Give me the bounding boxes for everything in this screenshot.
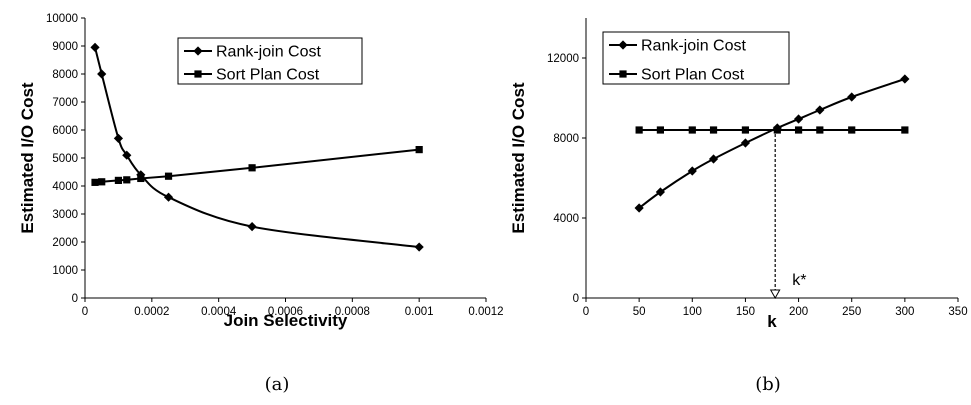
sort-plan-point: [741, 126, 750, 134]
x-tick-label: 350: [948, 306, 967, 318]
y-tick-label: 1000: [52, 265, 78, 277]
sort-plan-point: [901, 126, 909, 134]
x-tick-label: 0.0004: [201, 306, 237, 318]
legend-sort-plan-label: Sort Plan Cost: [216, 67, 320, 84]
rank-join-point: [900, 74, 910, 84]
rank-join-point: [247, 222, 257, 232]
legend-rank-join-label: Rank-join Cost: [641, 38, 746, 55]
x-tick-label: 200: [789, 306, 808, 318]
legend-sort-plan-label: Sort Plan Cost: [641, 67, 745, 84]
figure-caption: (b): [755, 374, 781, 395]
y-tick-label: 8000: [553, 133, 579, 145]
sort-plan-point: [164, 172, 173, 180]
chart-panel-a: 0 1000 2000 3000 4000 5000 6000 7000 8000 9000 100…: [18, 13, 504, 395]
rank-join-point: [634, 203, 644, 213]
legend-sort-plan-marker: [194, 70, 202, 78]
y-tick-label: 6000: [52, 125, 78, 137]
k-star-arrow: [769, 289, 781, 300]
y-tick-label: 3000: [52, 209, 78, 221]
x-tick-label: 0.0012: [468, 306, 503, 318]
sort-plan-point: [794, 126, 803, 134]
sort-plan-point: [415, 146, 423, 154]
sort-plan-point: [114, 176, 123, 184]
x-axis-title: k: [767, 312, 777, 331]
y-tick-label: 4000: [52, 181, 78, 193]
k-star-label: k*: [792, 272, 806, 289]
y-tick-label: 7000: [52, 97, 78, 109]
y-tick-label: 2000: [52, 237, 78, 249]
legend-rank-join-label: Rank-join Cost: [216, 44, 321, 61]
rank-join-point: [414, 242, 424, 252]
y-axis-title: Estimated I/O Cost: [509, 82, 528, 233]
x-tick-label: 50: [633, 306, 646, 318]
rank-join-point: [793, 114, 804, 124]
sort-plan-point: [123, 176, 131, 184]
sort-plan-point: [656, 126, 664, 134]
figure-caption: (a): [265, 374, 290, 395]
y-tick-label: 0: [573, 293, 579, 305]
rank-join-point: [687, 166, 697, 176]
sort-plan-point: [635, 126, 643, 134]
rank-join-point: [708, 154, 719, 164]
rank-join-point: [163, 192, 174, 202]
sort-plan-point: [91, 178, 99, 186]
sort-plan-point: [848, 126, 856, 134]
y-tick-label: 10000: [46, 13, 78, 25]
sort-plan-point: [137, 174, 145, 183]
rank-join-point: [740, 138, 751, 148]
sort-plan-point: [98, 178, 106, 186]
y-tick-label: 12000: [547, 53, 579, 65]
rank-join-line: [638, 78, 906, 209]
legend-rank-join-marker: [618, 40, 628, 50]
x-tick-label: 300: [895, 306, 914, 318]
sort-plan-point: [248, 164, 256, 172]
rank-join-point: [90, 42, 100, 52]
rank-join-point: [815, 105, 825, 115]
rank-join-line: [94, 47, 420, 249]
y-axis-title: Estimated I/O Cost: [18, 82, 37, 233]
y-tick-label: 9000: [52, 41, 78, 53]
legend-sort-plan-marker: [619, 70, 627, 78]
rank-join-point: [122, 150, 132, 160]
x-tick-label: 0: [82, 306, 88, 318]
rank-join-point: [113, 133, 124, 143]
x-tick-label: 100: [683, 306, 702, 318]
rank-join-point: [847, 92, 857, 102]
y-tick-label: 4000: [553, 213, 579, 225]
y-tick-label: 5000: [52, 153, 78, 165]
rank-join-point: [97, 69, 107, 79]
y-tick-label: 8000: [52, 69, 78, 81]
legend-box: [602, 31, 790, 85]
x-tick-label: 0.0008: [335, 306, 370, 318]
x-tick-label: 250: [842, 306, 861, 318]
legend-rank-join-marker: [193, 46, 203, 56]
legend-box: [177, 37, 363, 85]
x-tick-label: 0.001: [405, 306, 434, 318]
y-tick-label: 0: [72, 293, 78, 305]
x-tick-label: 0: [583, 306, 589, 318]
sort-plan-point: [709, 126, 718, 134]
sort-plan-point: [688, 126, 696, 134]
sort-plan-point: [816, 126, 824, 134]
x-tick-label: 0.0006: [268, 306, 303, 318]
rank-join-point: [655, 187, 665, 197]
chart-panel-b: 0 4000 8000 12000 0 50 100 150 200 250 300 350 Estim…: [509, 18, 968, 395]
x-axis-title: Join Selectivity: [224, 311, 348, 330]
x-tick-label: 0.0002: [134, 306, 169, 318]
sort-plan-point: [773, 126, 781, 134]
x-tick-label: 150: [736, 306, 755, 318]
